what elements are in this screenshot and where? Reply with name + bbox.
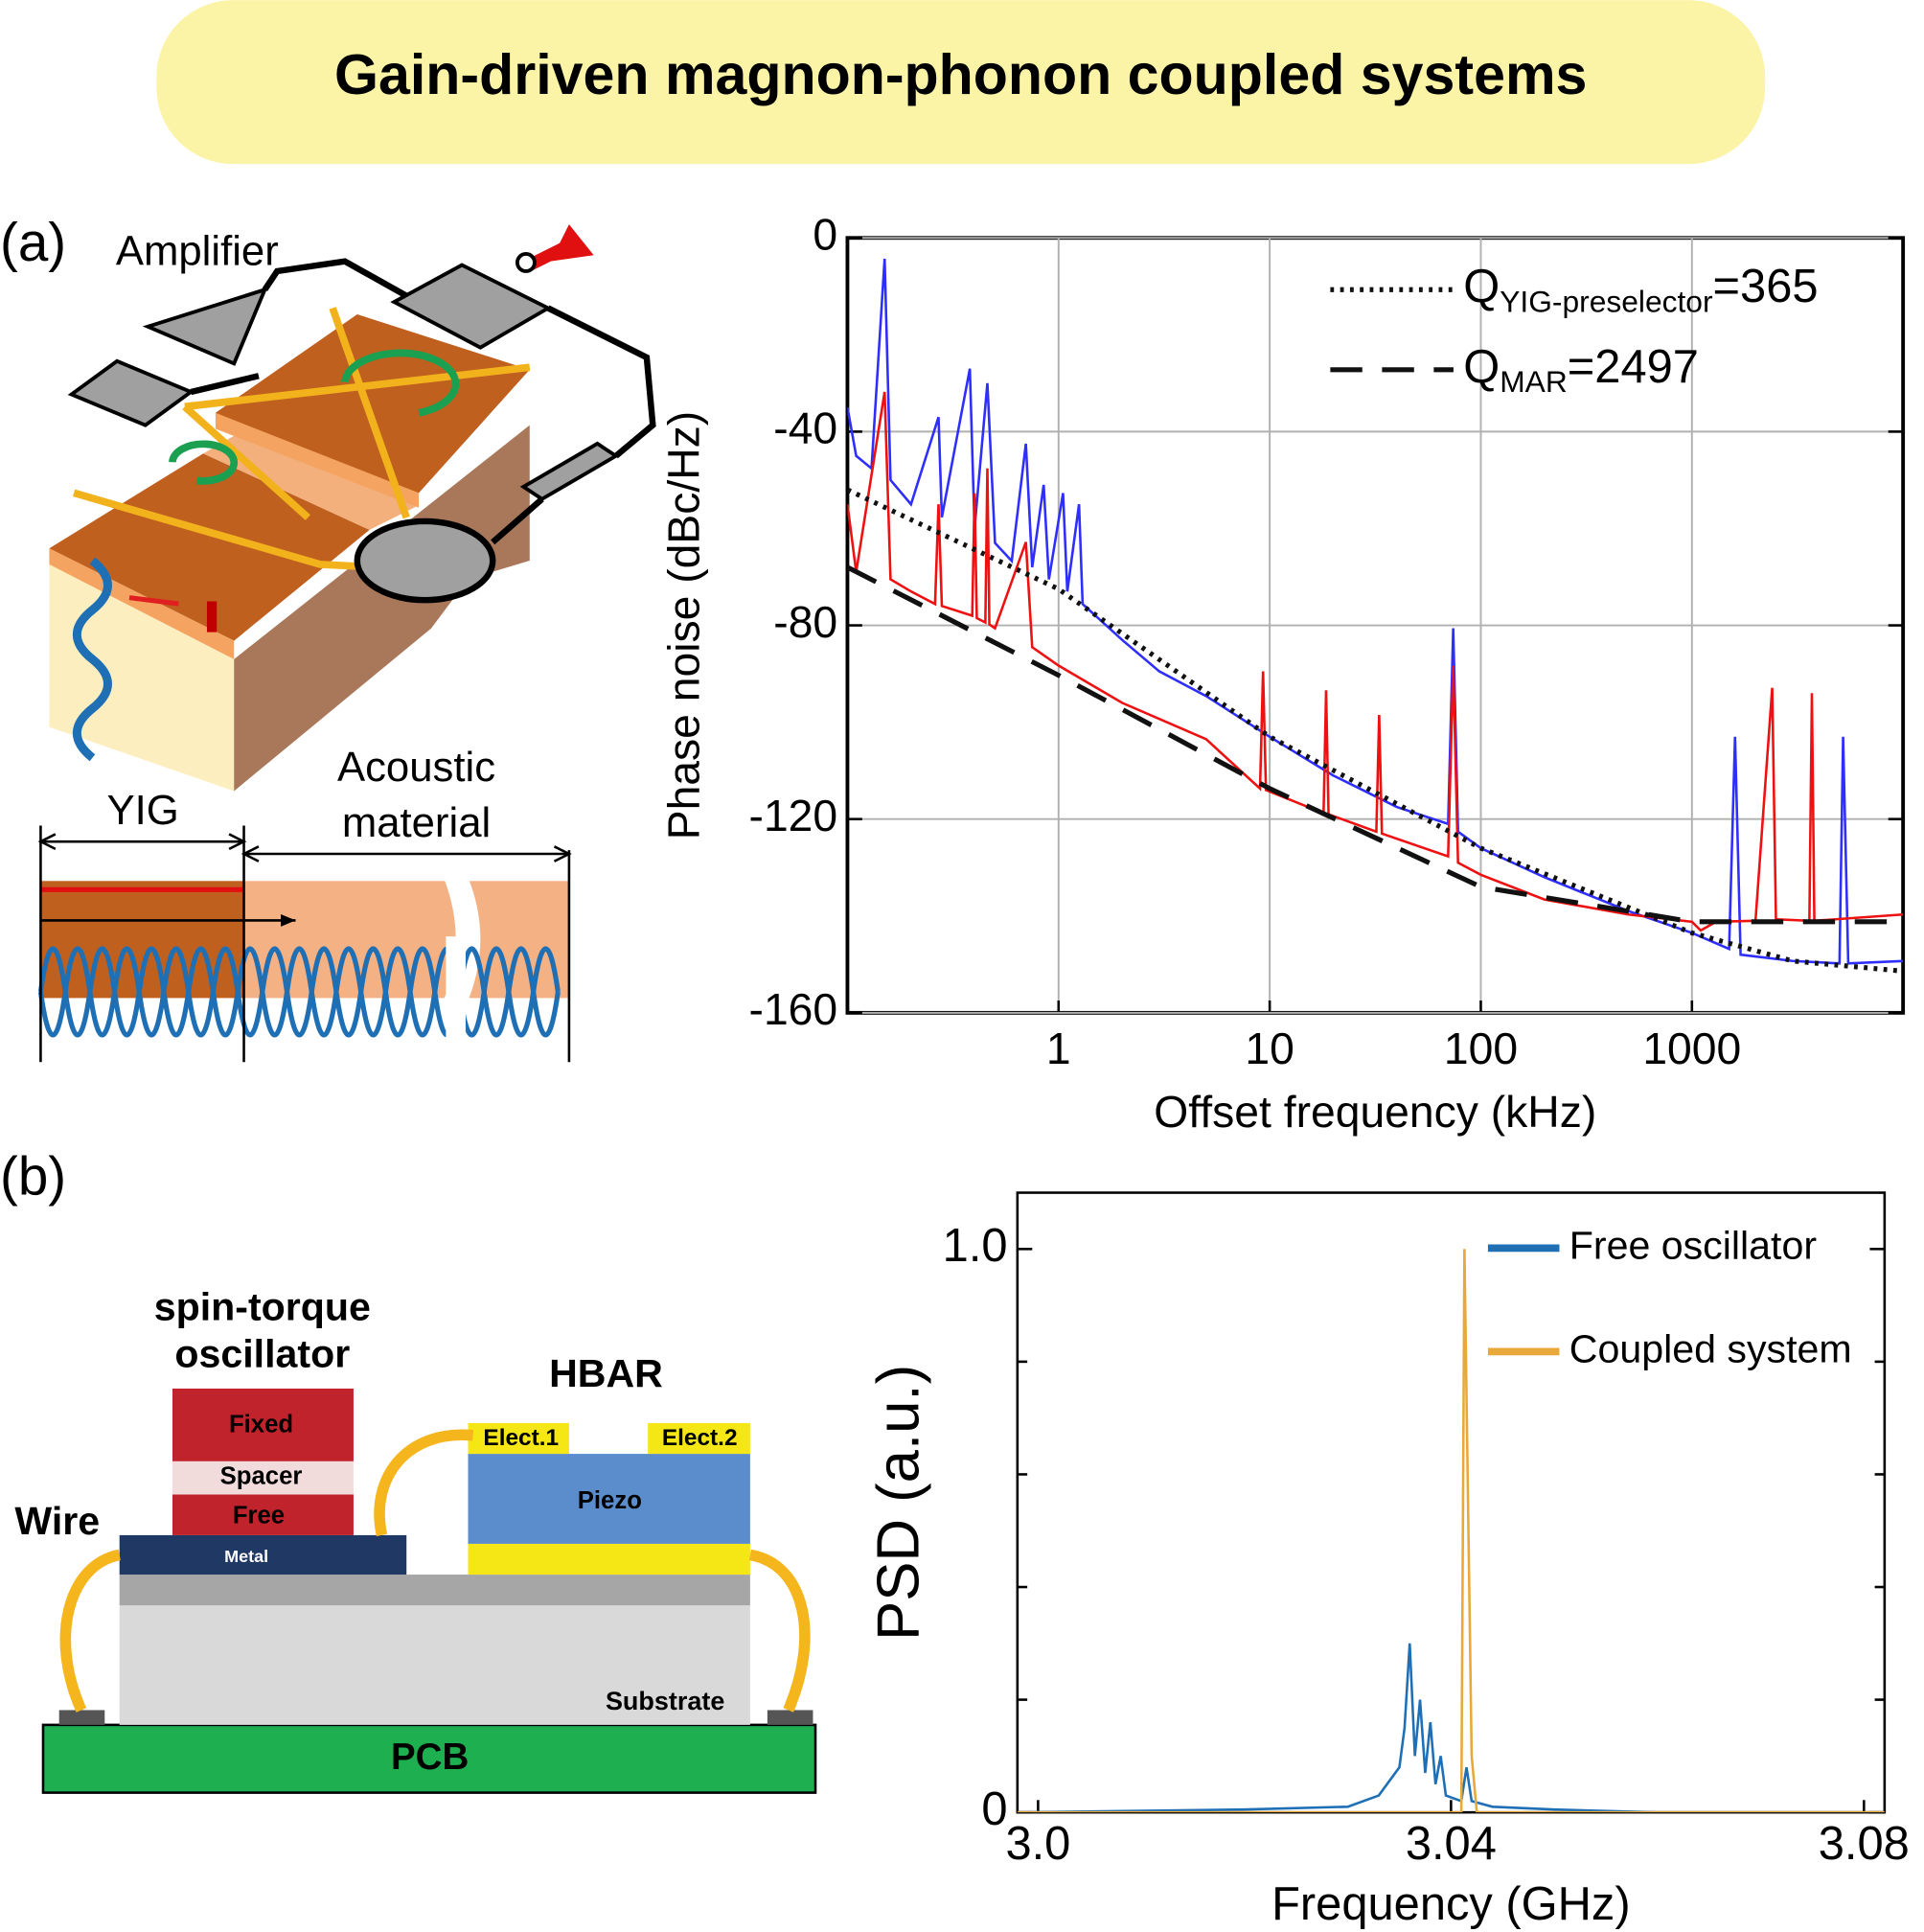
x-tick-label: 1 xyxy=(1046,1024,1071,1073)
x-tick-label: 3.08 xyxy=(1819,1818,1910,1870)
bottom-electrode xyxy=(468,1543,750,1576)
precession xyxy=(169,349,460,485)
acoustic-label: material xyxy=(342,799,491,846)
y-tick-label: 1.0 xyxy=(943,1220,1008,1272)
y-tick-label: -40 xyxy=(773,403,837,453)
legend-text: Q xyxy=(1463,341,1500,393)
wave xyxy=(37,946,561,1038)
series-line xyxy=(1017,1249,1885,1813)
x-tick-label: 3.0 xyxy=(1005,1818,1070,1870)
pad xyxy=(58,1710,105,1725)
series-line xyxy=(847,391,1904,932)
buffer-layer xyxy=(119,1575,750,1606)
legend-text: Free oscillator xyxy=(1569,1223,1818,1267)
side-face xyxy=(234,425,530,792)
stripline xyxy=(182,307,531,520)
red-arrow xyxy=(128,595,179,607)
yig-face xyxy=(49,561,235,792)
wire-label: Wire xyxy=(14,1499,100,1543)
x-axis-label: Offset frequency (kHz) xyxy=(1154,1087,1596,1137)
legend-label: Free oscillator xyxy=(1569,1223,1818,1267)
sto-label: oscillator xyxy=(174,1331,350,1375)
wave xyxy=(37,946,561,1038)
y-tick-label: 0 xyxy=(981,1783,1007,1835)
amplifier xyxy=(142,287,268,366)
x-tick-label: 1000 xyxy=(1642,1024,1741,1073)
x-tick-label: 10 xyxy=(1245,1024,1294,1073)
acoustic-label: Acoustic xyxy=(337,744,495,791)
layer-label: PCB xyxy=(391,1736,469,1778)
attenuator xyxy=(519,441,620,502)
y-tick-label: -80 xyxy=(773,597,837,647)
circulator xyxy=(354,518,496,604)
x-axis-label: Frequency (GHz) xyxy=(1271,1878,1631,1930)
middle-top xyxy=(203,425,420,530)
acoustic-edge xyxy=(215,412,420,508)
legend-subscript: MAR xyxy=(1500,365,1568,400)
layer-label: Elect.2 xyxy=(662,1425,738,1451)
layer-label: Spacer xyxy=(220,1462,303,1489)
layer-schematic xyxy=(37,825,572,1063)
legend-text: =2497 xyxy=(1568,341,1699,393)
amplifier-label: Amplifier xyxy=(116,228,279,275)
electrode xyxy=(468,1422,569,1455)
stripline xyxy=(73,489,370,571)
device-3d xyxy=(49,224,656,792)
layer-label: Piezo xyxy=(578,1487,642,1514)
dimension-arrow xyxy=(40,840,569,856)
sto-label: spin-torque xyxy=(154,1285,371,1329)
yig-label: YIG xyxy=(106,787,178,834)
substrate xyxy=(119,1605,750,1725)
x-tick-label: 3.04 xyxy=(1406,1818,1497,1870)
yig-edge xyxy=(49,548,235,659)
legend-text: Coupled system xyxy=(1569,1326,1852,1370)
y-tick-label: -120 xyxy=(749,791,838,840)
series-line xyxy=(847,564,1904,925)
title: Gain-driven magnon-phonon coupled system… xyxy=(334,42,1587,106)
hbar-label: HBAR xyxy=(549,1351,663,1395)
wire xyxy=(190,258,656,545)
layer-label: Metal xyxy=(224,1547,268,1566)
plot-area xyxy=(1016,1191,1887,1814)
spacer-layer xyxy=(172,1460,354,1495)
spin-wave xyxy=(73,557,112,762)
layer-label: Substrate xyxy=(606,1687,724,1715)
dimension-head xyxy=(37,833,572,862)
layer-label: Fixed xyxy=(229,1411,293,1438)
port xyxy=(515,252,537,273)
series-line xyxy=(847,487,1904,974)
metal xyxy=(119,1534,407,1576)
red-bar xyxy=(206,601,218,632)
free-layer xyxy=(172,1494,354,1535)
pad xyxy=(767,1710,813,1725)
legend-text: Q xyxy=(1463,261,1500,312)
series-line xyxy=(1017,1643,1885,1813)
legend-label: QMAR=2497 xyxy=(1463,341,1699,400)
legend-label: Coupled system xyxy=(1569,1326,1852,1370)
legend-subscript: YIG-preselector xyxy=(1500,285,1713,319)
layer-label: Elect.1 xyxy=(483,1425,559,1451)
output-head xyxy=(550,224,594,262)
x-tick-label: 100 xyxy=(1444,1024,1518,1073)
electrode xyxy=(648,1422,750,1455)
piezo xyxy=(468,1454,750,1544)
y-axis-label: PSD (a.u.) xyxy=(866,1365,932,1641)
y-tick-label: 0 xyxy=(813,209,837,259)
panel-label: (b) xyxy=(0,1146,66,1207)
legend-label: QYIG-preselector=365 xyxy=(1463,261,1818,319)
y-axis-label: Phase noise (dBc/Hz) xyxy=(659,411,709,840)
arrow-head xyxy=(281,914,296,927)
panel-label: (a) xyxy=(0,212,66,272)
layer-label: Free xyxy=(233,1502,285,1529)
wave-gap xyxy=(446,936,466,1060)
dimension-line xyxy=(39,825,571,1063)
bond-wire xyxy=(59,1429,811,1713)
phase-shifter xyxy=(67,358,195,427)
legend-text: =365 xyxy=(1713,261,1819,312)
fixed-layer xyxy=(172,1388,354,1461)
title-box xyxy=(156,0,1766,165)
y-tick-label: -160 xyxy=(749,984,838,1034)
